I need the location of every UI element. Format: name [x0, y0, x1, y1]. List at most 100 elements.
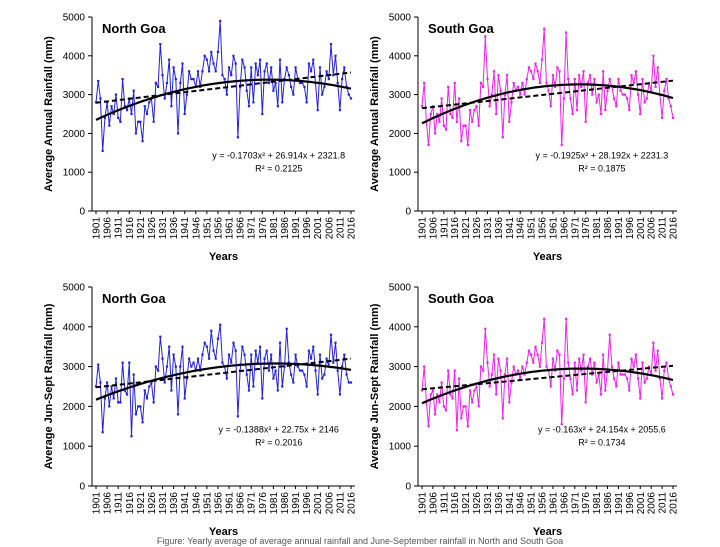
- data-point: [176, 132, 180, 135]
- data-point: [252, 385, 255, 388]
- data-point: [225, 377, 228, 380]
- x-tick-label: 1996: [625, 492, 636, 515]
- data-point: [573, 361, 576, 364]
- trend-equation: y = -0.163x² + 24.154x + 2055.6: [538, 424, 666, 434]
- chart-title: South Goa: [428, 291, 494, 306]
- data-point: [329, 333, 333, 336]
- data-point: [201, 70, 204, 73]
- data-point: [447, 369, 450, 372]
- data-point: [207, 70, 211, 73]
- data-point: [663, 89, 666, 92]
- data-point: [547, 89, 550, 92]
- data-point: [492, 353, 496, 356]
- data-point: [532, 77, 535, 81]
- data-point: [671, 393, 675, 396]
- data-point: [442, 405, 445, 408]
- r-squared: R² = 0.1734: [578, 437, 625, 447]
- data-point: [334, 341, 337, 344]
- data-point: [150, 381, 153, 384]
- data-point: [608, 77, 611, 81]
- data-point: [156, 369, 160, 372]
- x-tick-label: 1986: [603, 217, 614, 240]
- data-point: [423, 365, 426, 368]
- x-tick-label: 1901: [418, 492, 429, 515]
- data-point: [656, 66, 659, 69]
- data-point: [530, 70, 533, 73]
- data-point: [170, 389, 173, 392]
- data-point: [256, 361, 259, 364]
- data-point: [619, 373, 622, 376]
- data-point: [663, 369, 666, 372]
- x-tick-label: 2001: [636, 217, 647, 240]
- data-point: [318, 66, 322, 69]
- data-point: [477, 405, 480, 408]
- data-point: [174, 77, 177, 81]
- data-point: [112, 397, 115, 400]
- data-point: [165, 365, 169, 368]
- data-point: [325, 70, 328, 73]
- data-point: [192, 361, 195, 364]
- data-point: [612, 97, 616, 100]
- data-point: [252, 101, 255, 104]
- y-tick-label: 2000: [389, 129, 412, 140]
- data-point: [265, 62, 268, 65]
- data-point: [612, 377, 616, 380]
- data-point: [630, 74, 633, 77]
- linear-trend-line: [421, 364, 674, 391]
- y-tick-label: 0: [405, 207, 411, 218]
- data-point: [159, 335, 162, 338]
- data-point: [312, 345, 315, 348]
- linear-trend-line: [95, 357, 352, 389]
- x-tick-label: 1961: [548, 492, 559, 515]
- data-point: [123, 389, 126, 392]
- y-axis-title: Average Jun-Sept Rainfall (mm): [369, 303, 381, 469]
- data-point: [468, 389, 472, 392]
- data-point: [179, 81, 182, 85]
- x-tick-label: 1971: [570, 492, 581, 515]
- data-point: [305, 101, 308, 104]
- data-point: [305, 385, 308, 388]
- y-tick-label: 3000: [389, 362, 412, 373]
- data-point: [536, 70, 539, 73]
- data-point: [423, 81, 426, 85]
- data-point: [606, 89, 609, 92]
- x-axis-title: Years: [209, 526, 238, 538]
- data-point: [128, 361, 131, 364]
- data-point: [117, 116, 120, 119]
- data-point: [119, 401, 122, 404]
- data-point: [270, 353, 273, 356]
- data-point: [551, 74, 555, 77]
- data-point: [303, 373, 306, 376]
- data-point: [464, 405, 467, 408]
- data-point: [486, 361, 489, 364]
- data-point: [139, 120, 142, 123]
- data-point: [125, 393, 129, 396]
- data-point: [506, 74, 509, 77]
- data-point: [181, 62, 184, 65]
- x-tick-label: 1921: [461, 217, 472, 240]
- data-point: [521, 81, 524, 85]
- r-squared: R² = 0.2016: [255, 437, 302, 447]
- x-tick-label: 1991: [614, 492, 625, 515]
- data-point: [519, 377, 522, 380]
- data-point: [143, 389, 146, 392]
- data-point: [203, 54, 206, 57]
- data-point: [278, 341, 282, 344]
- data-point: [588, 74, 592, 77]
- data-point: [272, 89, 275, 92]
- data-point: [636, 93, 640, 96]
- data-point: [105, 381, 109, 384]
- x-tick-label: 1941: [505, 217, 516, 240]
- x-tick-label: 1956: [538, 492, 549, 515]
- x-tick-label: 1906: [428, 217, 439, 240]
- data-point: [212, 62, 215, 65]
- y-axis-title: Average Annual Rainfall (mm): [369, 36, 381, 192]
- x-tick-label: 1961: [225, 217, 236, 240]
- data-point: [440, 381, 443, 384]
- data-point: [575, 389, 579, 392]
- data-point: [654, 369, 657, 372]
- data-point: [431, 389, 435, 392]
- data-point: [349, 381, 353, 384]
- data-point: [108, 405, 111, 408]
- data-point: [567, 77, 570, 81]
